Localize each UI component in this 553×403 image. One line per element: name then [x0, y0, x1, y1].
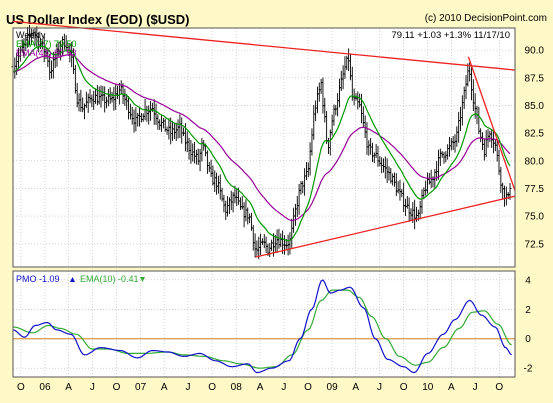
price-tick-label: 85.0: [525, 101, 545, 112]
price-bars: [11, 24, 512, 260]
pmo-legend: PMO -1.09: [16, 274, 60, 284]
x-tick-label: O: [304, 382, 312, 393]
x-tick-label: O: [113, 382, 121, 393]
trendline: [255, 195, 516, 258]
x-tick-label: J: [473, 382, 478, 393]
price-tick-label: 77.5: [525, 184, 545, 195]
pmo-signal-legend: EMA(10) -0.41: [80, 274, 139, 284]
pmo-tick-label: 4: [525, 275, 531, 286]
x-tick-label: J: [90, 382, 95, 393]
pmo-tick-label: 2: [525, 305, 531, 316]
x-tick-label: O: [400, 382, 408, 393]
price-tick-label: 87.5: [525, 73, 545, 84]
x-tick-label: O: [208, 382, 216, 393]
price-panel-border: [12, 27, 516, 268]
pmo-tick-label: -2: [524, 364, 533, 375]
x-tick-label: 10: [422, 382, 434, 393]
x-tick-label: J: [186, 382, 191, 393]
pmo-tick-label: 0: [525, 334, 531, 345]
x-tick-label: A: [352, 382, 359, 393]
pmo-axis-labels: -2 0 2 4: [524, 275, 533, 374]
price-tick-label: 90.0: [525, 46, 545, 57]
x-tick-label: J: [377, 382, 382, 393]
ema17-line: [12, 45, 511, 242]
quote-readout: 79.11 +1.03 +1.3% 11/17/10: [392, 30, 511, 41]
x-axis-labels: O 06 A J O 07 A J O 08 A J O 09 A J O 10 A J O: [17, 382, 503, 393]
x-tick-label: 08: [231, 382, 243, 393]
x-tick-label: A: [257, 382, 264, 393]
x-tick-label: 09: [327, 382, 339, 393]
ema43-line: [12, 53, 511, 222]
chart-title: US Dollar Index (EOD) ($USD): [6, 12, 189, 27]
price-grid: [13, 28, 515, 267]
pmo-signal-down-arrow-icon: [140, 277, 145, 282]
pmo-line: [12, 279, 512, 374]
x-tick-label: O: [495, 382, 503, 393]
trendline: [12, 20, 516, 71]
price-panel: [13, 28, 515, 267]
ema17-legend: EMA(17) 79.50: [16, 39, 77, 49]
x-tick-label: O: [17, 382, 25, 393]
price-axis-labels: 72.5 75.0 77.5 80.0 82.5 85.0 87.5 90.0: [525, 46, 545, 251]
x-tick-label: A: [161, 382, 168, 393]
price-tick-label: 80.0: [525, 156, 545, 167]
trendlines: [12, 20, 516, 258]
ema43-legend: EMA(43) 80.53: [16, 48, 77, 58]
x-tick-label: 06: [39, 382, 51, 393]
price-tick-label: 75.0: [525, 212, 545, 223]
copyright: (c) 2010 DecisionPoint.com: [425, 13, 547, 24]
price-tick-label: 72.5: [525, 239, 545, 250]
pmo-up-arrow-icon: [70, 277, 75, 282]
x-tick-label: A: [65, 382, 72, 393]
price-tick-label: 82.5: [525, 129, 545, 140]
pmo-panel-border: [12, 270, 516, 378]
trendline: [467, 56, 516, 191]
periodicity-label: Weekly: [16, 30, 46, 40]
x-tick-label: J: [281, 382, 286, 393]
x-tick-label: A: [448, 382, 455, 393]
x-tick-label: 07: [135, 382, 147, 393]
pmo-panel: [13, 271, 515, 377]
